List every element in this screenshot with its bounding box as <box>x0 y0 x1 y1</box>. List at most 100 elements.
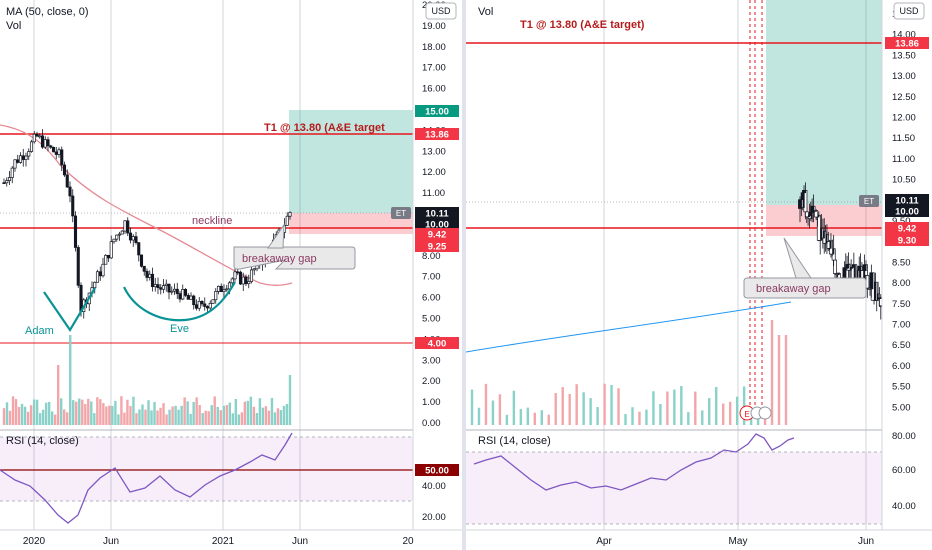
price-tick-label: 17.00 <box>422 63 446 74</box>
et-badge-text: ET <box>864 197 874 206</box>
price-label: 4.00 <box>428 339 447 350</box>
candle-body <box>233 271 237 280</box>
candle-body <box>123 220 127 232</box>
vol-legend[interactable]: Vol <box>6 20 21 32</box>
right-chart-panel[interactable]: T1 @ 13.80 (A&E target) breakaway gap E … <box>466 0 932 550</box>
candle-body <box>238 271 243 285</box>
price-axis[interactable] <box>413 0 462 530</box>
volume-bar <box>41 409 45 425</box>
candle-body <box>161 285 166 290</box>
volume-bar <box>568 393 571 425</box>
price-label-bg <box>415 105 459 117</box>
volume-bar <box>498 394 502 425</box>
gap-callout <box>233 246 356 270</box>
volume-bar <box>53 414 57 425</box>
volume-bar <box>477 407 481 425</box>
candle-body <box>175 288 179 294</box>
rsi-ticks: 50.00 40.00 20.00 <box>415 464 459 523</box>
candle-body <box>230 278 234 284</box>
volume-bar <box>153 401 156 425</box>
price-tick-label: 11.50 <box>892 133 915 144</box>
volume-bar <box>288 375 292 425</box>
volume-bar <box>285 403 289 425</box>
volume-bar <box>156 410 159 425</box>
rsi-line <box>0 432 293 524</box>
target-label: T1 @ 13.80 (A&E target) <box>520 19 645 31</box>
candle-body <box>194 304 199 309</box>
volume-bar <box>258 398 262 425</box>
candle-body <box>120 230 124 235</box>
volume-bar <box>708 398 711 425</box>
candle-body <box>5 180 9 184</box>
volume-bar <box>645 409 648 425</box>
volume-bar <box>237 414 241 425</box>
volume-bar <box>102 403 105 425</box>
price-tick-label: 5.00 <box>892 402 911 413</box>
rsi-line <box>473 433 795 491</box>
candle-body <box>16 159 20 163</box>
candle-body <box>40 135 45 148</box>
volume-bar <box>2 408 6 425</box>
candle-body <box>126 220 130 234</box>
volume-bar <box>225 405 228 425</box>
candle-body <box>142 265 146 272</box>
neckline-label: neckline <box>192 215 232 227</box>
price-label-bg <box>885 37 929 49</box>
candle-body <box>172 288 177 292</box>
candle-body <box>62 164 67 176</box>
volume-bar <box>561 387 564 425</box>
panel-divider[interactable] <box>462 0 466 550</box>
candle-body <box>288 212 292 217</box>
candle-body <box>241 276 245 285</box>
earnings-badge[interactable] <box>758 406 772 420</box>
candle-body <box>128 232 133 241</box>
candle-body <box>73 215 78 248</box>
rsi-legend[interactable]: RSI (14, close) <box>478 435 551 447</box>
candle-body <box>131 236 135 241</box>
volume-bar <box>596 407 599 425</box>
volume-bar <box>111 405 114 425</box>
rsi-legend[interactable]: RSI (14, close) <box>6 435 79 447</box>
vol-legend[interactable]: Vol <box>478 6 493 18</box>
volume-bar <box>652 391 655 425</box>
volume-bar <box>66 412 69 425</box>
volume-bar <box>147 400 150 425</box>
price-tick-label: 8.00 <box>892 278 911 289</box>
price-tick-label: 5.00 <box>422 314 441 325</box>
volume-bar <box>90 401 93 425</box>
price-label-bg <box>415 337 459 349</box>
date-tick-label: May <box>729 536 748 547</box>
volume-bar <box>38 413 42 425</box>
price-tick-label: 6.00 <box>422 293 441 304</box>
currency-badge[interactable] <box>425 2 457 20</box>
gap-callout <box>743 277 867 299</box>
candle-body <box>216 285 221 292</box>
volume-bar <box>631 407 634 425</box>
volume-bar <box>138 409 141 425</box>
volume-bar <box>129 405 132 425</box>
ma-legend[interactable]: MA (50, close, 0) <box>6 6 89 18</box>
time-axis[interactable]: 2020 Jun 2021 Jun 20 <box>23 536 414 547</box>
volume-bar <box>213 396 216 425</box>
left-chart-panel[interactable]: Adam Eve neckline T1 @ 13.80 (A&E target… <box>0 0 462 550</box>
price-tick-label: 12.50 <box>892 92 916 103</box>
candle-body <box>145 270 149 278</box>
price-label-bg <box>885 194 929 206</box>
price-axis[interactable] <box>882 0 932 530</box>
volume-bar <box>228 402 231 425</box>
currency-badge[interactable] <box>893 2 925 20</box>
candle-body <box>109 241 113 259</box>
candle-body <box>38 135 42 138</box>
volume-bar <box>204 410 207 425</box>
volume-bar <box>267 410 271 425</box>
right-chart-svg[interactable]: T1 @ 13.80 (A&E target) breakaway gap E … <box>466 0 932 550</box>
volume-bar <box>8 410 12 425</box>
left-chart-svg[interactable]: Adam Eve neckline T1 @ 13.80 (A&E target… <box>0 0 462 550</box>
volume-bar <box>264 406 268 425</box>
volume-bar <box>249 396 253 425</box>
volume-bar <box>777 335 781 425</box>
target-label: T1 @ 13.80 (A&E target <box>264 122 385 134</box>
candle-body <box>24 155 28 160</box>
volume-bar <box>582 392 585 425</box>
time-axis[interactable]: Apr May Jun <box>596 536 874 547</box>
